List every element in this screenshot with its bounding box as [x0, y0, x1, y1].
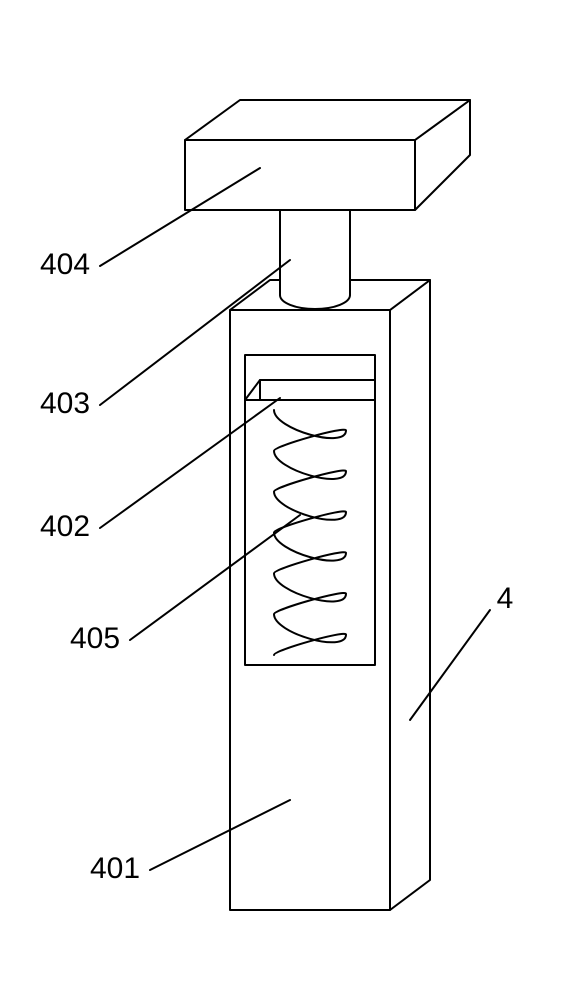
- leader-404: [100, 168, 260, 266]
- label-405: 405: [70, 622, 120, 655]
- label-403: 403: [40, 387, 90, 420]
- figure-drawing: 404 403 402 405 4 401: [0, 0, 581, 1000]
- part-404-cap: [185, 100, 470, 210]
- label-4: 4: [497, 582, 514, 615]
- part-403-cylinder: [280, 196, 350, 309]
- label-404: 404: [40, 248, 90, 281]
- label-401: 401: [90, 852, 140, 885]
- window-cutout: [245, 355, 375, 665]
- label-402: 402: [40, 510, 90, 543]
- part-402-plate: [245, 380, 375, 400]
